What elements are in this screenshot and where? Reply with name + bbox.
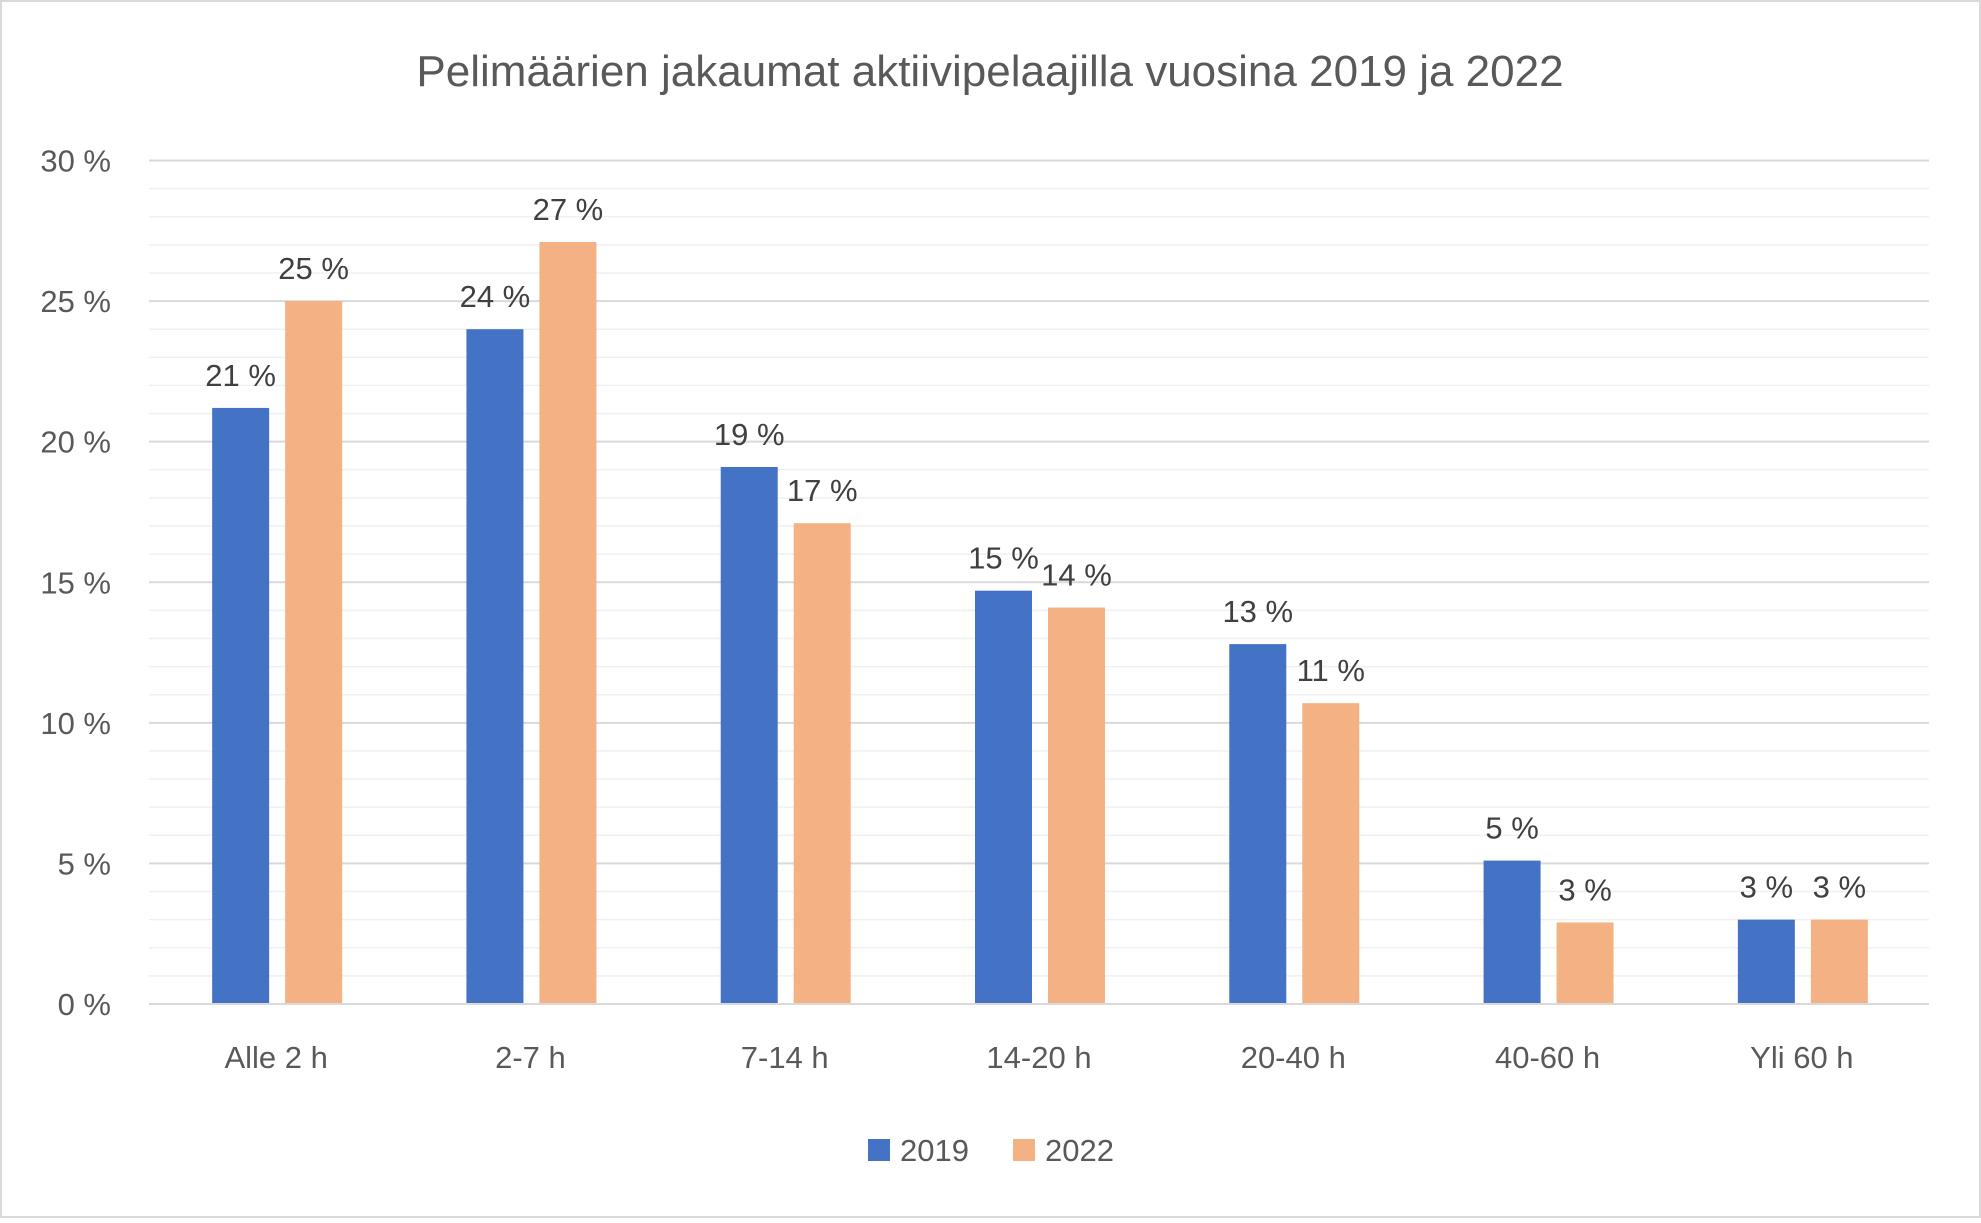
data-label-2019: 19 %	[714, 417, 785, 452]
gridlines	[149, 159, 1929, 977]
y-tick-label: 20 %	[40, 425, 111, 460]
bars: 21 % 25 % 24 % 27 % 19 %17 % 15 % 14 % 13 %11 %…	[205, 192, 1868, 1005]
bar-2022	[793, 523, 851, 1004]
legend-label: 2019	[900, 1133, 969, 1168]
chart-title: Pelimäärien jakaumat aktiivipelaajilla v…	[416, 47, 1563, 96]
data-label-2022: 27 %	[533, 192, 604, 227]
bar-2019	[1229, 644, 1287, 1004]
x-tick-label: 20-40 h	[1241, 1040, 1346, 1075]
bar-2019	[1737, 919, 1795, 1004]
data-label-2022: 3 %	[1813, 870, 1866, 905]
data-label-2022: 25 %	[278, 251, 349, 286]
legend-swatch-2019	[868, 1139, 890, 1161]
y-tick-label: 5 %	[58, 846, 111, 881]
data-label-2019: 3 %	[1740, 870, 1793, 905]
bar-2019	[975, 590, 1032, 1004]
data-label-2019: 24 %	[460, 279, 531, 314]
data-label-2019: 15 %	[968, 541, 1039, 576]
x-tick-label: Yli 60 h	[1750, 1040, 1853, 1075]
bar-2019	[720, 466, 778, 1004]
y-tick-label: 0 %	[58, 987, 111, 1022]
y-axis: 0 % 5 % 10 % 15 % 20 % 25 % 30 %	[40, 144, 111, 1023]
x-tick-label: 14-20 h	[986, 1040, 1091, 1075]
data-label-2022: 14 %	[1041, 558, 1112, 593]
y-tick-label: 15 %	[40, 565, 111, 600]
y-tick-label: 25 %	[40, 284, 111, 319]
data-label-2022: 11 %	[1297, 653, 1365, 688]
data-label-2019: 21 %	[205, 358, 276, 393]
data-label-2019: 5 %	[1485, 811, 1538, 846]
data-label-2022: 17 %	[787, 473, 858, 508]
bar-2022	[285, 301, 343, 1004]
x-axis: Alle 2 h 2-7 h 7-14 h 14-20 h 20-40 h 40-60 h…	[149, 1003, 1929, 1075]
y-tick-label: 30 %	[40, 144, 111, 179]
x-tick-label: 2-7 h	[495, 1040, 566, 1075]
bar-2019	[466, 329, 524, 1004]
bar-2022	[539, 242, 597, 1004]
bar-2019	[1483, 860, 1541, 1004]
y-tick-label: 10 %	[40, 706, 111, 741]
legend-label: 2022	[1045, 1133, 1114, 1168]
bar-2022	[1048, 607, 1105, 1004]
data-label-2022: 3 %	[1558, 872, 1611, 907]
bar-2019	[212, 407, 270, 1005]
x-tick-label: 7-14 h	[741, 1040, 829, 1075]
bar-2022	[1556, 922, 1614, 1004]
data-label-2019: 13 %	[1222, 594, 1293, 629]
bar-2022	[1810, 919, 1868, 1004]
bar-2022	[1302, 703, 1360, 1004]
legend-swatch-2022	[1013, 1139, 1035, 1161]
x-tick-label: Alle 2 h	[224, 1040, 327, 1075]
legend: 2019 2022	[868, 1133, 1114, 1168]
x-tick-label: 40-60 h	[1495, 1040, 1600, 1075]
